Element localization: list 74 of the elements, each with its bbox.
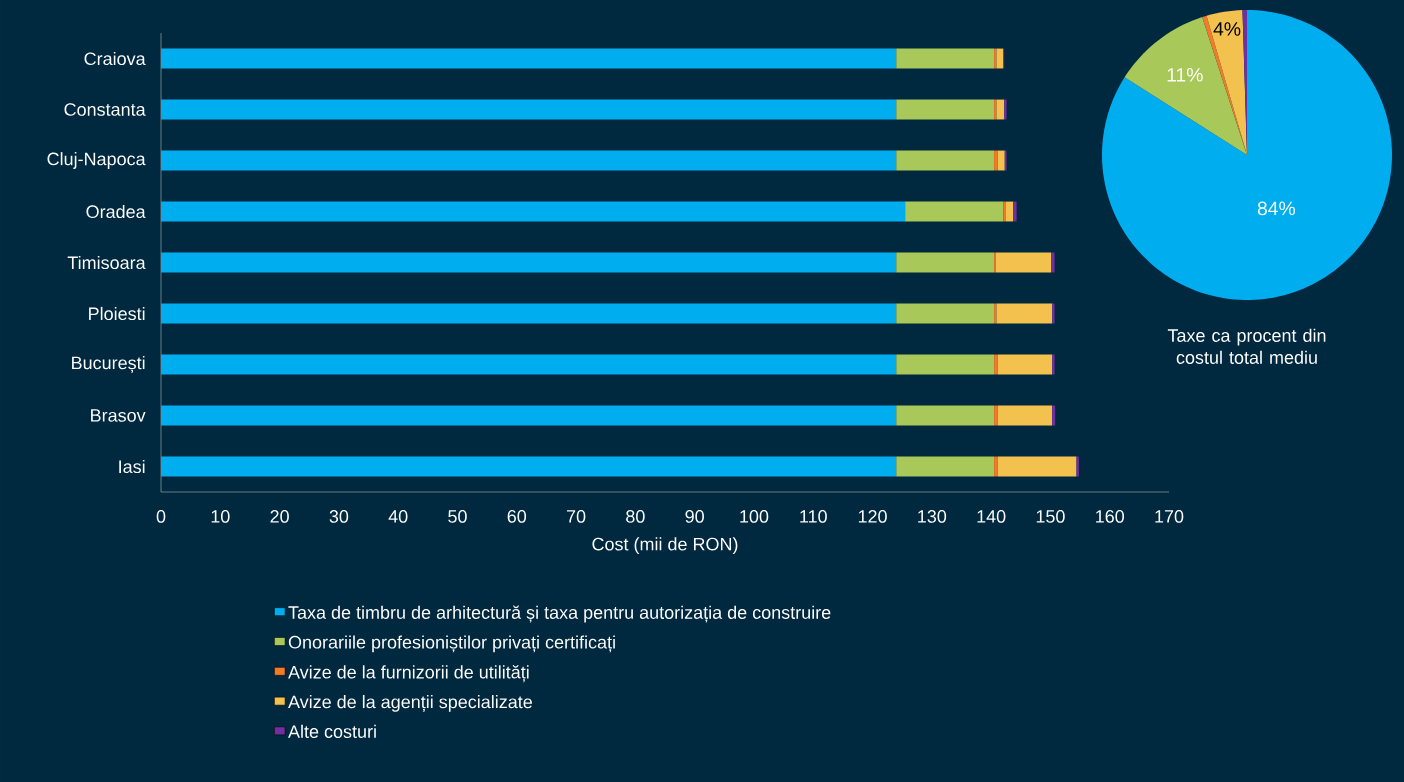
bar: [896, 150, 995, 171]
bar: [896, 48, 995, 69]
bar: [161, 48, 897, 69]
x-tick-label: 160: [1096, 510, 1125, 523]
bar: [996, 48, 1003, 69]
x-tick-label: 10: [211, 510, 230, 523]
bar: [1005, 201, 1014, 222]
bar: [997, 150, 1005, 171]
x-tick-label: 140: [977, 510, 1006, 523]
x-tick-label: 30: [329, 510, 349, 523]
legend-label: Avize de la agenții specializate: [288, 695, 532, 712]
y-tick-label: Cluj-Napoca: [47, 152, 146, 169]
bar: [997, 405, 1053, 426]
bar: [995, 252, 1051, 273]
x-tick-label: 90: [685, 510, 704, 523]
x-tick-label: 150: [1036, 510, 1065, 523]
bar: [994, 150, 998, 171]
bar: [896, 354, 995, 375]
bar: [994, 405, 998, 426]
y-tick-label: Craiova: [84, 51, 146, 66]
x-tick-label: 0: [156, 510, 166, 523]
bar: [161, 354, 897, 375]
data-label: 84%: [1257, 201, 1296, 216]
bar: [905, 201, 1004, 222]
y-tick-label: Timisoara: [67, 255, 146, 270]
y-tick-label: București: [72, 356, 145, 373]
bar: [994, 456, 998, 477]
bar: [1051, 252, 1055, 273]
bar: [996, 303, 1053, 324]
bar: [1004, 99, 1007, 120]
bar: [896, 99, 995, 120]
text: Taxe ca procent din costul total mediu: [1167, 328, 1326, 364]
bar: [997, 456, 1077, 477]
x-tick-label: 100: [740, 510, 769, 523]
legend-label: Onorariile profesioniștilor privați certificați: [288, 635, 615, 653]
bar: [1052, 354, 1055, 375]
bar: [161, 405, 897, 426]
bar: [896, 303, 995, 324]
x-tick-label: 20: [270, 510, 289, 523]
bar: [161, 201, 906, 222]
x-tick-label: 50: [448, 510, 467, 523]
bar: [1052, 303, 1055, 324]
data-label: 11%: [1167, 68, 1203, 82]
x-axis-title: Cost (mii de RON): [592, 537, 738, 555]
bar: [896, 252, 995, 273]
bar: [161, 303, 897, 324]
bar: [994, 354, 998, 375]
bar: [997, 354, 1053, 375]
bar: [161, 150, 897, 171]
legend-label: Alte costuri: [288, 724, 376, 738]
y-tick-label: Oradea: [86, 204, 146, 219]
bar: [996, 99, 1005, 120]
y-tick-label: Brasov: [91, 409, 146, 422]
x-tick-label: 60: [507, 510, 527, 523]
x-tick-label: 40: [388, 510, 408, 523]
x-tick-label: 120: [858, 510, 887, 523]
x-tick-label: 70: [566, 510, 586, 523]
bar: [161, 456, 897, 477]
data-label: 4%: [1213, 22, 1241, 36]
bar: [896, 456, 995, 477]
x-tick-label: 110: [800, 510, 827, 523]
legend-label: Taxa de timbru de arhitectură și taxa pentru autorizația de construire: [288, 605, 831, 623]
y-tick-label: Ploiesti: [89, 306, 145, 321]
bar: [896, 405, 995, 426]
bar: [161, 252, 897, 273]
legend-label: Avize de la furnizorii de utilități: [288, 665, 529, 683]
y-tick-label: Constanta: [64, 103, 146, 116]
x-tick-label: 130: [918, 510, 947, 523]
x-tick-label: 80: [626, 510, 645, 523]
bar: [1013, 201, 1017, 222]
x-tick-label: 170: [1155, 510, 1184, 523]
bar: [1052, 405, 1056, 426]
y-tick-label: Iasi: [119, 459, 145, 474]
bar: [161, 99, 897, 120]
